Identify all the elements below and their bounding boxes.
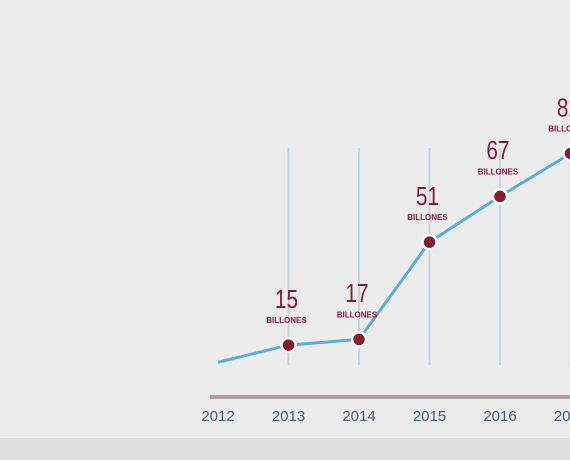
data-point <box>491 188 509 205</box>
unit-label: BILLONES <box>478 167 519 176</box>
data-point <box>280 336 297 354</box>
data-point <box>562 145 570 162</box>
value-label: 15 <box>275 285 298 314</box>
x-tick-label: 2013 <box>272 408 305 425</box>
x-tick-label: 2014 <box>342 408 375 425</box>
value-label: 51 <box>416 182 439 211</box>
value-label: 67 <box>486 136 509 165</box>
x-tick-label: 2017 <box>554 408 570 425</box>
value-label: 17 <box>345 279 368 308</box>
footer-strip <box>0 438 570 460</box>
x-tick-label: 2016 <box>483 408 516 425</box>
unit-label: BILLONES <box>337 310 378 319</box>
x-tick-label: 2015 <box>413 408 446 425</box>
value-label: 82 <box>557 93 570 122</box>
series-line <box>217 152 570 364</box>
data-point <box>421 233 438 251</box>
data-point <box>350 331 368 348</box>
unit-label: BILLONES <box>266 316 307 325</box>
unit-label: BILLONES <box>407 213 448 222</box>
x-tick-label: 2012 <box>201 408 234 425</box>
unit-label: BILLONES <box>548 125 570 134</box>
